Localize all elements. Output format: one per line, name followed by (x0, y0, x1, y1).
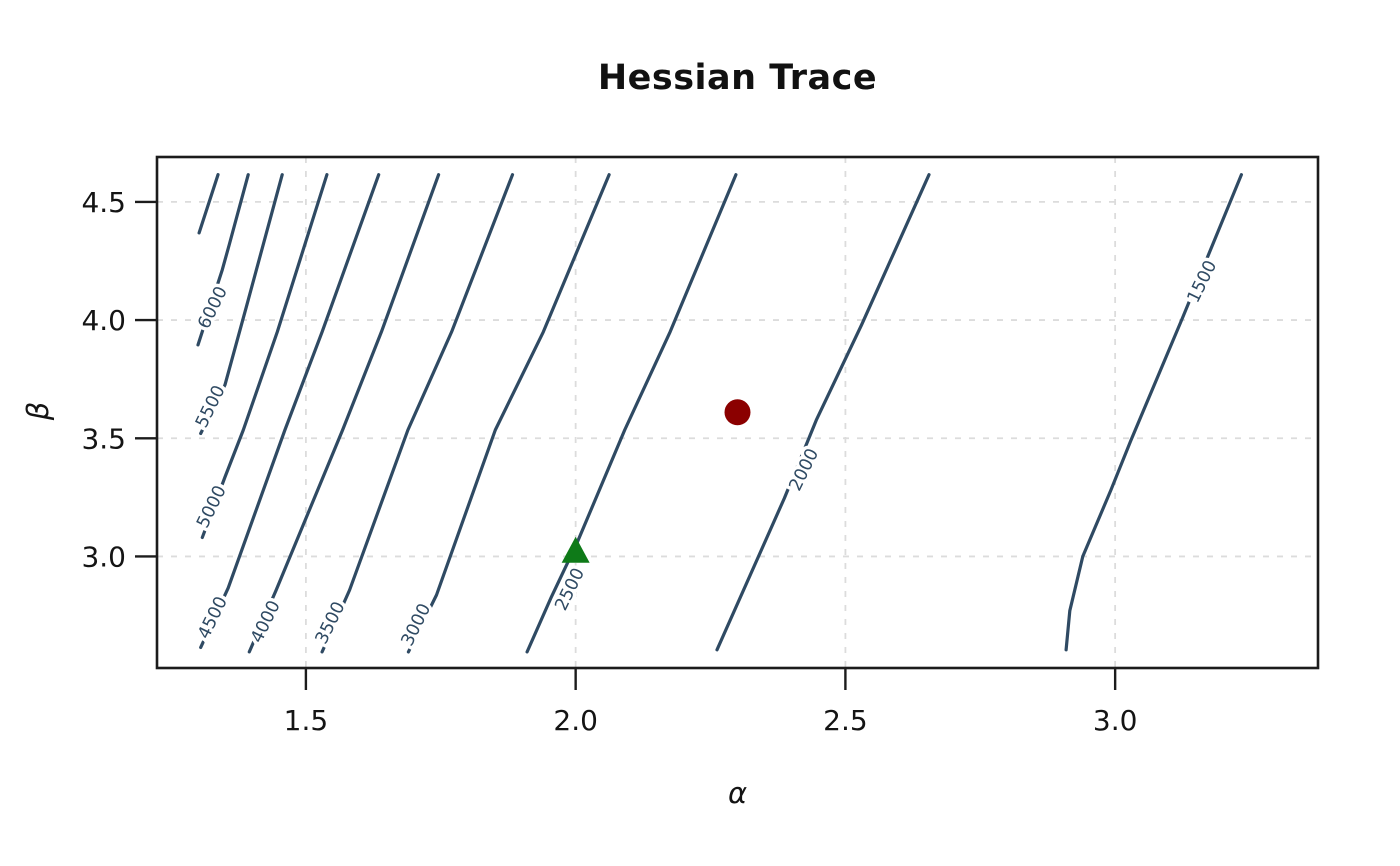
contour-label-5500: 5500 (192, 382, 230, 431)
contour-line-1500 (1064, 173, 1244, 652)
contour-line-3500 (320, 173, 515, 654)
contour-line-2000 (715, 173, 931, 652)
contour-label-2000: 2000 (786, 445, 824, 494)
contour-line-4500 (199, 173, 381, 650)
y-tick-label: 3.5 (81, 422, 126, 455)
y-tick-label: 4.0 (81, 304, 126, 337)
contour-line-6500 (197, 173, 220, 235)
green-triangle-point (561, 536, 590, 563)
x-tick-label: 1.5 (284, 704, 329, 737)
contour-line-3000 (406, 173, 611, 654)
x-tick-label: 2.0 (553, 704, 598, 737)
contour-label-3500: 3500 (312, 599, 350, 648)
contour-label-6000: 6000 (194, 283, 232, 332)
contour-label-3000: 3000 (398, 601, 436, 650)
contour-line-4000 (247, 173, 441, 654)
chart-title: Hessian Trace (597, 58, 878, 98)
x-tick-label: 3.0 (1093, 704, 1138, 737)
x-axis-label: α (727, 776, 748, 810)
plot-border (155, 155, 1320, 670)
y-axis-label: β (21, 401, 55, 421)
contour-line-2500 (525, 173, 738, 654)
contour-label-1500: 1500 (1184, 257, 1222, 306)
y-tick-label: 3.0 (81, 540, 126, 573)
contour-label-5000: 5000 (193, 483, 231, 532)
contour-label-4500: 4500 (194, 593, 232, 642)
contour-line-5500 (199, 173, 284, 436)
y-tick-label: 4.5 (81, 186, 126, 219)
contour-label-2500: 2500 (552, 565, 590, 614)
contour-line-6000 (196, 173, 250, 347)
contour-label-4000: 4000 (247, 597, 285, 646)
x-tick-label: 2.5 (823, 704, 868, 737)
contour-line-5000 (200, 173, 329, 540)
red-circle-point (724, 399, 751, 426)
